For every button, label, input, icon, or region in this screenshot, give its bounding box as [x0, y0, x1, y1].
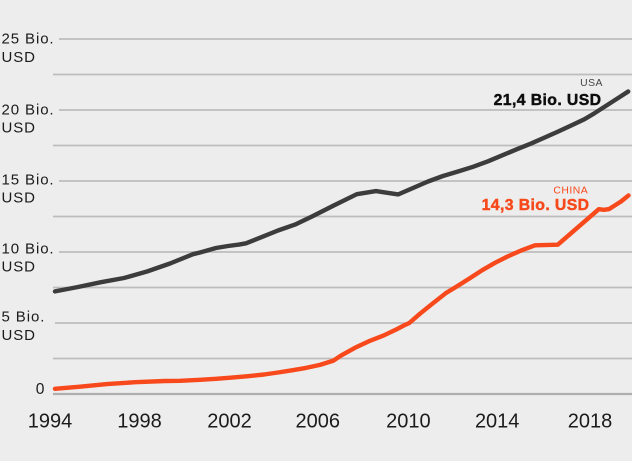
svg-text:20 Bio.: 20 Bio. [2, 101, 55, 118]
svg-text:2014: 2014 [475, 410, 520, 432]
svg-text:10 Bio.: 10 Bio. [2, 240, 55, 257]
svg-text:14,3 Bio. USD: 14,3 Bio. USD [482, 197, 590, 214]
svg-text:5 Bio.: 5 Bio. [2, 309, 46, 326]
svg-text:1998: 1998 [117, 410, 162, 432]
svg-text:CHINA: CHINA [553, 186, 588, 197]
svg-text:2002: 2002 [207, 410, 252, 432]
svg-text:USD: USD [2, 327, 36, 344]
svg-text:25 Bio.: 25 Bio. [2, 31, 55, 48]
svg-text:USD: USD [2, 259, 36, 276]
svg-text:USD: USD [2, 120, 36, 137]
svg-text:USD: USD [2, 190, 36, 207]
svg-text:USD: USD [2, 49, 36, 66]
svg-text:USA: USA [580, 78, 603, 89]
svg-text:15 Bio.: 15 Bio. [2, 171, 55, 188]
svg-text:2018: 2018 [568, 410, 613, 432]
svg-text:21,4 Bio. USD: 21,4 Bio. USD [494, 92, 602, 109]
svg-text:0: 0 [36, 381, 46, 398]
svg-text:2006: 2006 [296, 410, 341, 432]
svg-text:2010: 2010 [386, 410, 431, 432]
svg-text:1994: 1994 [28, 410, 73, 432]
